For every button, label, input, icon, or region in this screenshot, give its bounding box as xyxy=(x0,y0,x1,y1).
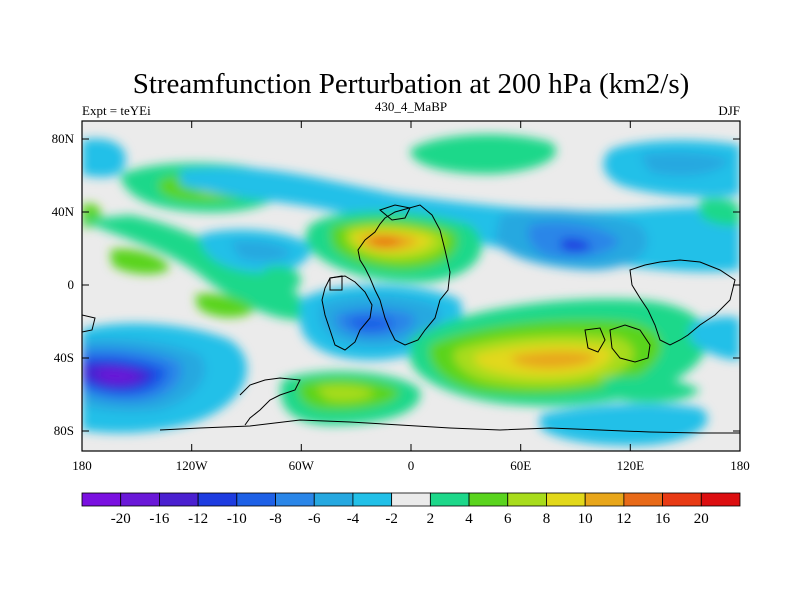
field-east-pac-blue xyxy=(690,316,740,360)
colorbar-label: 8 xyxy=(543,511,551,527)
left-subtitle: Expt = teYEi xyxy=(82,103,151,118)
contour-field xyxy=(82,134,740,446)
coast-greenland xyxy=(378,204,411,221)
colorbar-label: 4 xyxy=(465,511,473,527)
chart-title: Streamfunction Perturbation at 200 hPa (… xyxy=(133,68,690,100)
colorbar-box xyxy=(159,492,199,507)
colorbar-box xyxy=(391,492,431,507)
field-arctic-green xyxy=(410,134,557,174)
field-pac-green-2 xyxy=(110,248,170,275)
field-ea-blue xyxy=(700,198,740,226)
y-tick-label: 80S xyxy=(54,423,74,438)
colorbar-box xyxy=(275,492,315,507)
coast-australia xyxy=(609,324,651,363)
coast-central-isle xyxy=(329,275,343,291)
y-tick-label: 80N xyxy=(52,131,75,146)
colorbar-label: -20 xyxy=(111,511,131,527)
coast-africa xyxy=(357,204,451,346)
colorbar-box xyxy=(236,492,276,507)
x-tick-label: 120W xyxy=(176,458,209,473)
field-cpac-blue-2 xyxy=(230,240,292,262)
colorbar xyxy=(81,492,741,507)
colorbar-box xyxy=(584,492,625,507)
colorbar-box xyxy=(352,492,393,507)
colorbar-box xyxy=(468,492,509,507)
x-tick-label: 60E xyxy=(510,458,531,473)
colorbar-box xyxy=(81,492,122,507)
coastlines xyxy=(82,204,740,434)
colorbar-label: 16 xyxy=(655,511,671,527)
field-n-pacific xyxy=(82,138,126,178)
x-ticks xyxy=(81,121,741,451)
x-tick-label: 60W xyxy=(289,458,315,473)
field-wpac-green-south xyxy=(600,376,700,403)
field-pac-green-belt xyxy=(82,215,306,320)
colorbar-box xyxy=(120,492,160,507)
field-so-blue xyxy=(540,404,708,446)
field-cpac-green xyxy=(262,265,301,292)
colorbar-label: 10 xyxy=(578,511,593,527)
coast-antarctica xyxy=(159,419,740,434)
colorbar-box xyxy=(546,492,586,507)
colorbar-label: -4 xyxy=(347,511,360,527)
field-naf-16 xyxy=(368,237,402,246)
x-tick-label: 180 xyxy=(72,458,92,473)
colorbar-label: -8 xyxy=(269,511,282,527)
y-tick-label: 40S xyxy=(54,350,74,365)
coast-south-america xyxy=(321,275,373,351)
coast-antarctic-peninsula xyxy=(239,377,301,426)
field-wpac-blue-3 xyxy=(560,238,592,252)
x-tick-label: 180 xyxy=(730,458,750,473)
y-ticks xyxy=(82,138,740,432)
right-subtitle: DJF xyxy=(718,103,740,118)
colorbar-label: -6 xyxy=(308,511,321,527)
colorbar-box xyxy=(507,492,547,507)
colorbar-label: -16 xyxy=(149,511,169,527)
coast-west-pac-isles xyxy=(82,314,96,333)
colorbar-box xyxy=(313,492,354,507)
field-pac-green-3 xyxy=(195,293,255,318)
center-subtitle: 430_4_MaBP xyxy=(375,99,447,114)
colorbar-label: -2 xyxy=(385,511,398,527)
colorbar-box xyxy=(197,492,238,507)
colorbar-label: -12 xyxy=(188,511,208,527)
colorbar-label: 2 xyxy=(427,511,435,527)
colorbar-box xyxy=(429,492,470,507)
field-n-pacific-3 xyxy=(640,152,730,176)
colorbar-label: 20 xyxy=(694,511,709,527)
colorbar-label: 6 xyxy=(504,511,512,527)
x-tick-label: 0 xyxy=(408,458,415,473)
field-io-12 xyxy=(510,351,598,368)
coast-nz xyxy=(584,327,606,353)
field-sam-pos-3 xyxy=(315,385,375,402)
y-tick-label: 40N xyxy=(52,204,75,219)
colorbar-box xyxy=(623,492,663,507)
field-satl-neg-4 xyxy=(345,316,395,332)
colorbar-box xyxy=(662,492,702,507)
colorbar-labels: -20 -16 -12 -10 -8 -6 -4 -2 2 4 6 8 10 12 16 20 xyxy=(111,511,709,527)
colorbar-label: -10 xyxy=(227,511,247,527)
y-tick-label: 0 xyxy=(68,277,75,292)
x-tick-label: 120E xyxy=(617,458,645,473)
field-sp-16 xyxy=(97,368,140,383)
colorbar-box xyxy=(700,492,741,507)
coast-asia xyxy=(629,259,736,346)
colorbar-label: 12 xyxy=(616,511,631,527)
